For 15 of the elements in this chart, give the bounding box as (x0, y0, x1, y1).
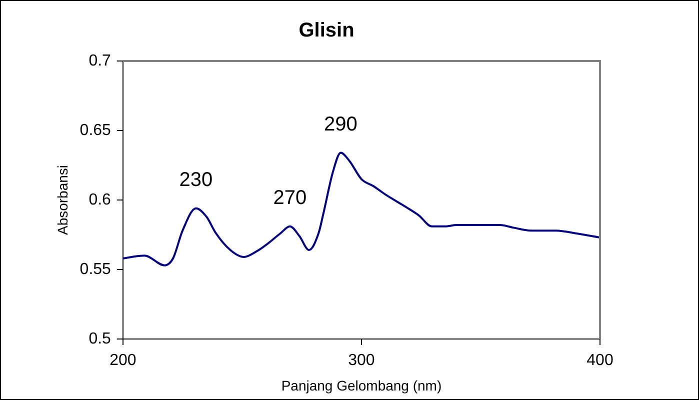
y-tick-label: 0.65 (80, 122, 112, 139)
y-tick-label: 0.6 (88, 191, 112, 208)
annotation: 270 (273, 186, 307, 209)
y-tick-label: 0.7 (88, 52, 112, 70)
annotation: 230 (179, 168, 213, 191)
x-axis-title: Panjang Gelombang (nm) (281, 377, 442, 394)
line-series (122, 152, 600, 266)
y-tick-label: 0.55 (80, 260, 112, 278)
y-axis-title: Absorbansi (54, 164, 70, 236)
annotation: 290 (324, 113, 358, 136)
chart-title: Glisin (298, 20, 354, 42)
x-tick-label: 300 (348, 352, 375, 370)
x-tick-label: 400 (586, 352, 614, 370)
y-tick-label: 0.5 (88, 330, 112, 348)
x-tick-label: 200 (110, 352, 136, 370)
